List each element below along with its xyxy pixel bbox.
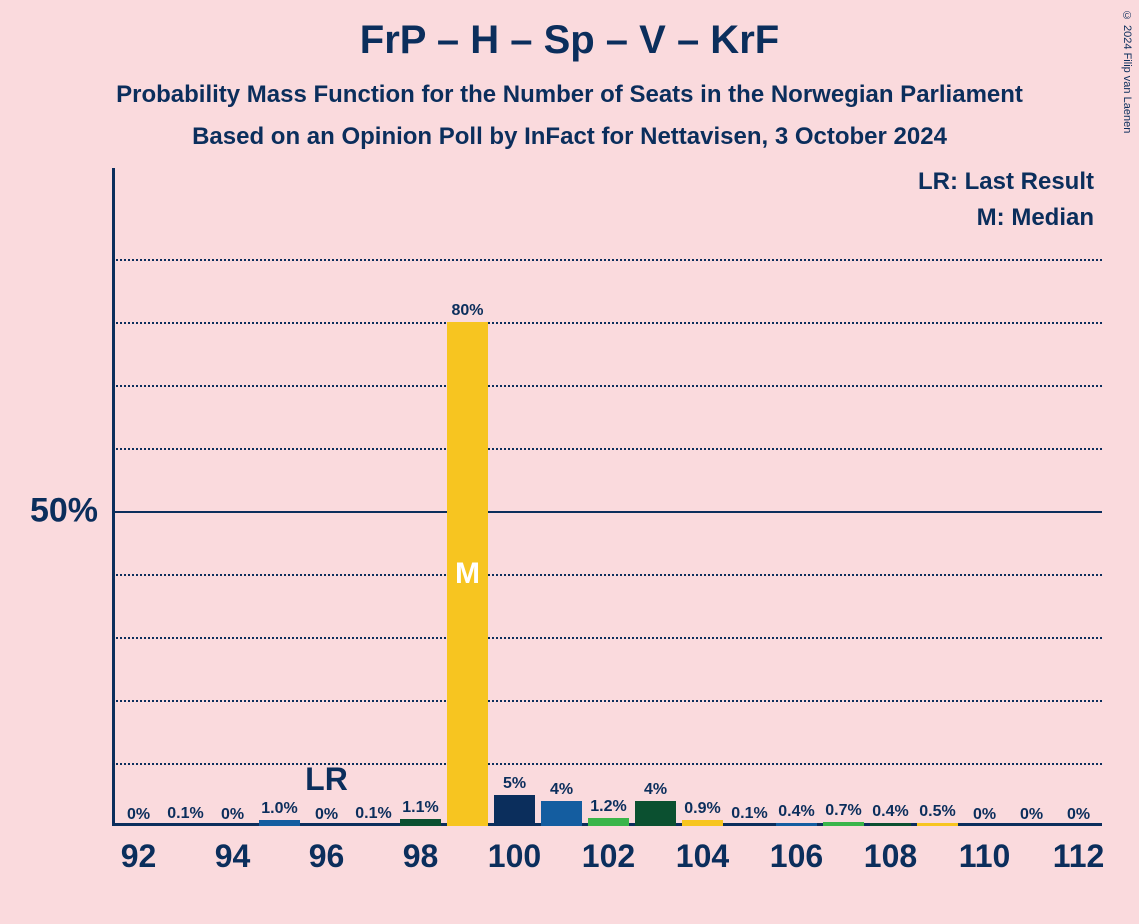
bar-value-label: 0% (1020, 806, 1043, 826)
bar-value-label: 80% (451, 302, 483, 322)
chart-subtitle2: Based on an Opinion Poll by InFact for N… (0, 109, 1139, 151)
legend-lr: LR: Last Result (918, 168, 1094, 196)
x-tick-label: 110 (959, 826, 1011, 875)
bar-value-label: 0.7% (825, 802, 861, 822)
x-tick-label: 94 (215, 826, 251, 875)
gridline-minor (112, 763, 1102, 765)
x-tick-label: 92 (121, 826, 157, 875)
bar-value-label: 0.4% (872, 803, 908, 823)
median-marker: M (455, 557, 480, 591)
y-axis-label: 50% (30, 492, 112, 531)
bar: 4% (541, 801, 582, 826)
bar: 0.1% (353, 825, 394, 826)
chart-plot-area: 50%LR: Last ResultM: Median0%0.1%0%1.0%0… (112, 196, 1102, 826)
bar-value-label: 0.1% (355, 805, 391, 825)
bar-value-label: 0.1% (167, 805, 203, 825)
bar-value-label: 4% (644, 781, 667, 801)
bar: 80%M (447, 322, 488, 826)
bar-value-label: 0% (315, 806, 338, 826)
x-tick-label: 104 (676, 826, 729, 875)
bar-value-label: 0% (221, 806, 244, 826)
last-result-marker: LR (305, 761, 348, 798)
chart-title: FrP – H – Sp – V – KrF (0, 0, 1139, 63)
bar: 0.7% (823, 822, 864, 826)
x-tick-label: 98 (403, 826, 439, 875)
chart-subtitle1: Probability Mass Function for the Number… (0, 63, 1139, 109)
bar-value-label: 0.4% (778, 803, 814, 823)
bar-value-label: 1.0% (261, 800, 297, 820)
bar: 1.0% (259, 820, 300, 826)
gridline-minor (112, 700, 1102, 702)
gridline-minor (112, 385, 1102, 387)
bar-value-label: 1.1% (402, 799, 438, 819)
bar-value-label: 1.2% (590, 798, 626, 818)
bar-value-label: 0.1% (731, 805, 767, 825)
bar: 4% (635, 801, 676, 826)
x-tick-label: 106 (770, 826, 823, 875)
bar-value-label: 0% (127, 806, 150, 826)
gridline-minor (112, 448, 1102, 450)
bar-value-label: 0.5% (919, 803, 955, 823)
x-tick-label: 102 (582, 826, 635, 875)
bar: 5% (494, 795, 535, 827)
bar-value-label: 0% (1067, 806, 1090, 826)
bar: 1.1% (400, 819, 441, 826)
bar: 0.5% (917, 823, 958, 826)
gridline-minor (112, 322, 1102, 324)
gridline-minor (112, 259, 1102, 261)
x-tick-label: 112 (1053, 826, 1105, 875)
bar-value-label: 5% (503, 775, 526, 795)
x-tick-label: 96 (309, 826, 345, 875)
gridline-minor (112, 637, 1102, 639)
gridline-minor (112, 574, 1102, 576)
bar: 0.1% (165, 825, 206, 826)
bar-value-label: 0.9% (684, 800, 720, 820)
x-tick-label: 108 (864, 826, 917, 875)
legend-m: M: Median (977, 204, 1094, 232)
x-tick-label: 100 (488, 826, 541, 875)
bar: 1.2% (588, 818, 629, 826)
copyright-text: © 2024 Filip van Laenen (1121, 10, 1133, 133)
gridline-major (112, 511, 1102, 513)
bar-value-label: 0% (973, 806, 996, 826)
bar: 0.1% (729, 825, 770, 826)
y-axis (112, 168, 115, 826)
bar-value-label: 4% (550, 781, 573, 801)
